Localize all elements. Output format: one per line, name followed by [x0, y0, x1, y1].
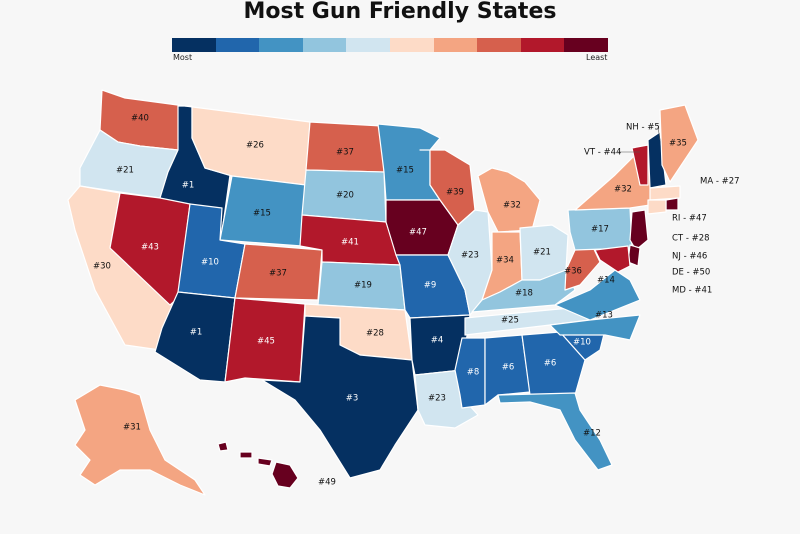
- legend-swatch-5: [346, 38, 390, 52]
- state-label-mo: #9: [424, 281, 437, 291]
- state-label-nh: NH - #5: [626, 123, 660, 133]
- state-ga[interactable]: [521, 331, 586, 396]
- legend-low-label: Most: [173, 53, 193, 62]
- state-label-ca: #30: [93, 262, 111, 272]
- state-label-az: #1: [190, 328, 203, 338]
- state-label-hi: #49: [318, 478, 336, 488]
- state-label-tx: #3: [346, 394, 359, 404]
- state-ct[interactable]: [647, 199, 667, 215]
- state-label-sc: #10: [573, 338, 591, 348]
- state-label-wy: #15: [253, 209, 271, 219]
- hawaii-island-oahu: [239, 451, 253, 459]
- state-label-co: #37: [269, 269, 287, 279]
- legend-swatch-2: [215, 38, 260, 52]
- legend-swatch-4: [302, 38, 347, 52]
- state-label-me: #35: [669, 139, 687, 149]
- state-label-nj: NJ - #46: [672, 252, 707, 262]
- state-label-ok: #28: [366, 329, 384, 339]
- legend-swatch-3: [259, 38, 303, 52]
- state-label-ar: #4: [431, 336, 444, 346]
- state-label-wv: #36: [564, 267, 582, 277]
- state-label-nm: #45: [257, 337, 275, 347]
- legend-swatch-7: [433, 38, 478, 52]
- legend-high-label: Least: [586, 53, 608, 62]
- state-label-ny: #32: [614, 185, 632, 195]
- state-label-nd: #37: [336, 148, 354, 158]
- state-label-mn: #15: [396, 166, 414, 176]
- state-label-va: #14: [597, 276, 615, 286]
- state-label-md: MD - #41: [672, 286, 712, 296]
- state-label-vt: VT - #44: [584, 148, 621, 158]
- state-label-in: #34: [496, 256, 514, 266]
- state-label-ia: #47: [409, 228, 427, 238]
- state-label-nc: #13: [595, 311, 613, 321]
- state-label-or: #21: [116, 166, 134, 176]
- legend-swatch-9: [520, 38, 565, 52]
- state-label-ri: RI - #47: [672, 214, 707, 224]
- state-label-ak: #31: [123, 423, 141, 433]
- legend-swatch-10: [564, 38, 608, 52]
- state-label-nv: #43: [141, 243, 159, 253]
- hawaii-island-maui: [257, 457, 273, 467]
- state-label-ks: #19: [354, 281, 372, 291]
- state-label-ky: #18: [515, 289, 533, 299]
- state-mi[interactable]: [477, 167, 541, 233]
- state-hi[interactable]: [271, 461, 299, 489]
- state-label-wi: #39: [446, 188, 464, 198]
- state-label-fl: #12: [583, 429, 601, 439]
- state-va[interactable]: [554, 269, 641, 321]
- state-label-la: #23: [428, 394, 446, 404]
- state-label-mi: #32: [503, 201, 521, 211]
- state-label-ma: MA - #27: [700, 177, 740, 187]
- state-label-ut: #10: [201, 258, 219, 268]
- map-title: Most Gun Friendly States: [243, 0, 557, 24]
- legend-swatch-1: [172, 38, 216, 52]
- state-label-il: #23: [461, 251, 479, 261]
- state-label-ct: CT - #28: [672, 234, 710, 244]
- state-label-ga: #6: [544, 359, 557, 369]
- state-label-ms: #8: [467, 368, 480, 378]
- state-label-sd: #20: [336, 191, 354, 201]
- state-al[interactable]: [484, 334, 531, 406]
- state-fl[interactable]: [497, 392, 613, 471]
- state-vt[interactable]: [631, 144, 649, 186]
- state-label-de: DE - #50: [672, 268, 710, 278]
- state-md[interactable]: [594, 245, 631, 273]
- state-tx[interactable]: [261, 315, 419, 479]
- state-nj[interactable]: [629, 209, 649, 251]
- state-label-ne: #41: [341, 238, 359, 248]
- hawaii-island-kauai: [217, 441, 229, 452]
- state-label-al: #6: [502, 363, 515, 373]
- state-ma[interactable]: [649, 185, 681, 201]
- state-ri[interactable]: [665, 197, 679, 211]
- state-label-tn: #25: [501, 316, 519, 326]
- state-label-oh: #21: [533, 248, 551, 258]
- state-label-id: #1: [182, 181, 195, 191]
- leader-line-nh: [657, 126, 661, 141]
- state-me[interactable]: [659, 104, 699, 183]
- color-legend: [172, 38, 608, 52]
- state-ak[interactable]: [74, 384, 206, 496]
- state-label-mt: #26: [246, 141, 264, 151]
- state-label-pa: #17: [591, 225, 609, 235]
- legend-swatch-8: [477, 38, 521, 52]
- state-label-wa: #40: [131, 114, 149, 124]
- legend-swatch-6: [389, 38, 434, 52]
